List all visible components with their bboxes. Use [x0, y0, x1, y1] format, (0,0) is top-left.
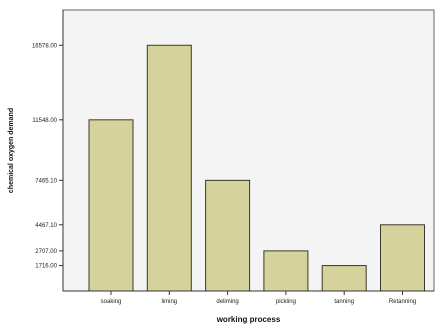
y-tick-label: 11548.00	[32, 118, 57, 124]
bar-retanning	[380, 224, 425, 292]
x-tick-label: tanning	[334, 299, 354, 305]
x-tick-label: deliming	[216, 299, 238, 305]
y-tick-label: 7465.10	[35, 178, 57, 184]
bar-pickling	[263, 250, 309, 292]
x-axis-title: working process	[216, 315, 281, 324]
x-tick-label: Retanning	[389, 299, 416, 305]
y-tick-label: 4467.10	[35, 223, 57, 229]
x-tick-label: liming	[161, 299, 177, 305]
bar-liming	[146, 44, 192, 292]
y-tick-label: 2707.00	[35, 249, 57, 255]
y-tick-label: 16578.00	[32, 43, 58, 49]
bar-soaking	[88, 119, 134, 292]
x-tick-label: pickling	[276, 299, 296, 305]
bars	[88, 44, 425, 292]
x-axis-ticks: soaking liming deliming pickling tanning Reta…	[101, 291, 416, 305]
bar-tanning	[321, 265, 367, 292]
bar-deliming	[205, 179, 251, 292]
y-tick-label: 1716.00	[35, 264, 57, 270]
x-tick-label: soaking	[101, 299, 122, 305]
y-axis-title: chemical oxygen demand	[8, 108, 15, 193]
y-axis-ticks: 1716.00 2707.00 4467.10 7465.10 11548.00 1657…	[32, 43, 63, 270]
